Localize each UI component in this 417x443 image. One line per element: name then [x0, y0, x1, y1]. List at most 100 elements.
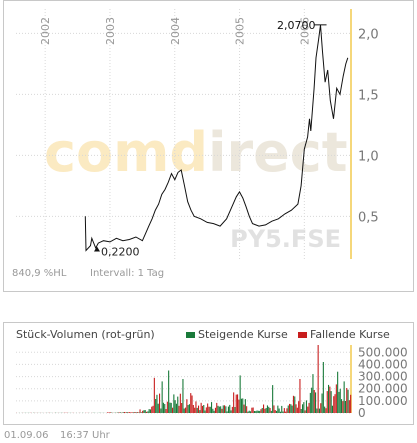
volume-bar: [348, 400, 350, 413]
volume-bar: [173, 394, 175, 413]
volume-bar: [204, 410, 206, 413]
volume-bar: [313, 390, 315, 413]
volume-bar: [334, 394, 336, 413]
volume-bar: [183, 408, 185, 413]
volume-bar: [333, 396, 335, 413]
volume-bar: [260, 409, 262, 413]
volume-bar: [253, 411, 255, 413]
volume-bar: [144, 410, 146, 413]
volume-bar: [242, 398, 244, 413]
volume-bar: [139, 409, 141, 413]
volume-bar: [151, 406, 153, 413]
volume-bar: [244, 399, 246, 413]
volume-bar: [248, 410, 250, 413]
volume-bar: [220, 406, 222, 413]
volume-bar: [339, 388, 341, 413]
legend-rising: Steigende Kurse: [186, 328, 288, 341]
min-marker: [93, 246, 100, 252]
max-value-label: 2,0700: [277, 19, 316, 32]
brand-watermark-suffix: irect: [208, 121, 348, 184]
vol-y-tick-label: 200.000: [358, 382, 408, 396]
volume-bar: [107, 412, 109, 413]
volume-bar: [213, 410, 215, 413]
volume-bar: [229, 404, 231, 413]
volume-bar: [212, 408, 214, 413]
volume-bar: [218, 406, 220, 413]
volume-bar: [322, 362, 324, 413]
volume-bar: [304, 410, 306, 413]
volume-bar: [216, 402, 218, 413]
timestamp-time: 16:37 Uhr: [60, 430, 110, 441]
volume-bar: [259, 410, 261, 413]
volume-bar: [263, 404, 265, 413]
volume-bars: [16, 345, 352, 413]
timestamp-date: 01.09.06: [4, 430, 49, 441]
volume-bar: [226, 411, 228, 413]
volume-bar: [165, 409, 167, 413]
volume-bar: [123, 412, 125, 413]
volume-bar: [302, 404, 304, 413]
volume-bar: [338, 391, 340, 413]
volume-bar: [169, 402, 171, 413]
volume-bar: [252, 407, 254, 413]
volume-bar: [164, 404, 166, 413]
performance-label: 840,9 %HL: [12, 268, 67, 279]
price-line: [84, 24, 349, 252]
volume-bar: [272, 385, 274, 413]
volume-bar: [266, 405, 268, 413]
volume-bar: [281, 405, 283, 413]
volume-bar: [140, 412, 142, 413]
volume-bar: [278, 408, 280, 413]
volume-bar: [239, 375, 241, 413]
volume-bar: [234, 407, 236, 413]
volume-bar: [290, 404, 292, 413]
volume-bar: [126, 412, 128, 413]
volume-bar: [287, 405, 289, 413]
volume-bar: [120, 412, 122, 413]
volume-bar: [185, 407, 187, 413]
volume-bar: [295, 404, 297, 413]
volume-bar: [203, 405, 205, 413]
volume-bar: [265, 408, 267, 413]
legend-falling-swatch: [298, 332, 307, 338]
volume-bar: [261, 408, 263, 413]
min-value-label: 0,2200: [101, 245, 139, 258]
volume-bar: [152, 405, 154, 413]
volume-bar: [192, 405, 194, 413]
volume-bar: [130, 412, 132, 413]
volume-bar: [127, 412, 129, 413]
volume-bar: [182, 379, 184, 413]
volume-bar: [174, 400, 176, 413]
legend-rising-label: Steigende Kurse: [198, 328, 288, 341]
y-tick-label: 2,0: [358, 27, 379, 42]
volume-bar: [156, 394, 158, 413]
legend-rising-swatch: [186, 332, 195, 338]
volume-bar: [186, 399, 188, 413]
volume-bar: [337, 371, 339, 413]
volume-bar: [125, 412, 127, 413]
volume-bar: [346, 388, 348, 413]
volume-bar: [307, 406, 309, 413]
volume-bar: [233, 392, 235, 413]
volume-bar: [146, 411, 148, 413]
vol-y-tick-label: 400.000: [358, 357, 408, 371]
volume-bar: [153, 377, 155, 413]
volume-bar: [147, 411, 149, 413]
price-chart-panel: comdirect PY5.FSE 0,5 1,0 1,5 2,0 2002 2003 2004…: [3, 0, 414, 292]
volume-bar: [133, 412, 135, 413]
volume-chart-panel: Stück-Volumen (rot-grün) Steigende Kurse…: [3, 322, 414, 425]
volume-bar: [207, 403, 209, 413]
volume-bar: [194, 407, 196, 413]
vol-y-tick-label: 300.000: [358, 370, 408, 384]
volume-bar: [177, 396, 179, 413]
volume-bar: [250, 411, 252, 413]
x-tick-label: 2005: [234, 17, 247, 45]
volume-bar: [142, 410, 144, 413]
x-tick-label: 2003: [104, 17, 117, 45]
volume-bar: [335, 384, 337, 413]
volume-bar: [321, 393, 323, 413]
volume-bar: [200, 402, 202, 413]
vol-y-tick-label: 0: [358, 406, 366, 420]
volume-bar: [292, 395, 294, 413]
volume-bar: [264, 408, 266, 413]
